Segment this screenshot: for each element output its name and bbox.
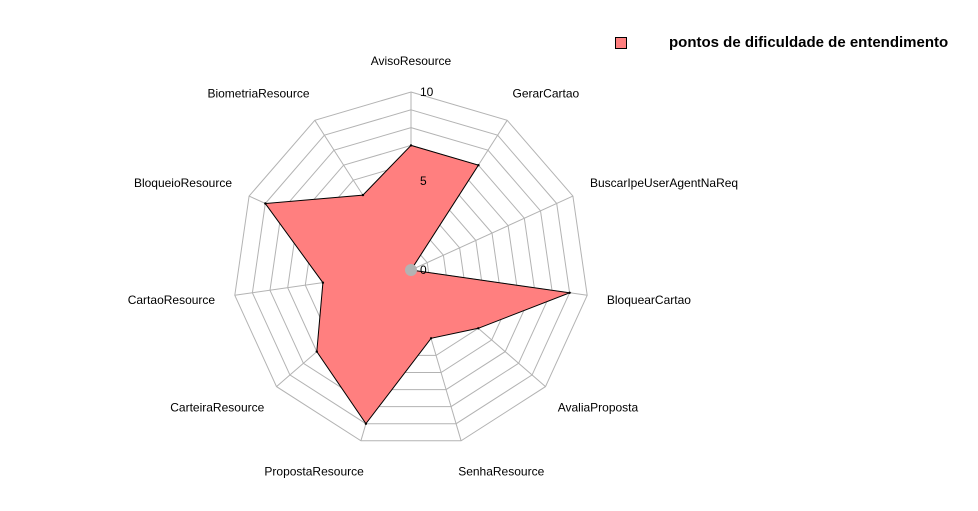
data-point-3	[568, 291, 571, 294]
data-point-7	[315, 350, 318, 353]
legend: pontos de dificuldade de entendimento	[615, 34, 948, 51]
category-label-10: BiometriaResource	[207, 86, 309, 100]
category-label-8: CartaoResource	[128, 293, 216, 307]
tick-label-0: 0	[420, 263, 427, 277]
grid-ring-10	[234, 91, 588, 442]
data-point-8	[321, 281, 325, 284]
data-point-4	[477, 327, 480, 330]
category-label-1: GerarCartao	[513, 86, 580, 100]
data-point-1	[477, 164, 480, 167]
category-label-0: AvisoResource	[371, 54, 452, 68]
category-label-3: BloquearCartao	[607, 293, 691, 307]
category-labels: AvisoResource GerarCartao BuscarIpeUserAge…	[128, 54, 738, 479]
category-label-4: AvaliaProposta	[558, 401, 639, 415]
grid-ring-8	[269, 127, 553, 408]
center-marker	[405, 264, 417, 276]
data-point-9	[264, 202, 267, 205]
legend-swatch	[615, 36, 627, 49]
data-point-10	[361, 193, 365, 197]
grid-ring-9	[251, 109, 571, 425]
category-label-5: SenhaResource	[458, 465, 544, 479]
data-point-0	[409, 144, 413, 147]
series-layer	[264, 144, 572, 425]
grid-spoke-2	[410, 195, 574, 271]
category-label-9: BloqueioResource	[134, 176, 232, 190]
data-point-5	[429, 337, 433, 340]
legend-label: pontos de dificuldade de entendimento	[669, 34, 949, 51]
tick-label-1: 5	[420, 174, 427, 188]
category-label-2: BuscarIpeUserAgentNaReq	[590, 176, 738, 190]
series-polygon	[264, 144, 572, 425]
tick-labels: 0 5 10	[420, 85, 434, 277]
tick-label-2: 10	[420, 85, 434, 99]
data-point-6	[364, 422, 368, 425]
category-label-6: PropostaResource	[264, 465, 364, 479]
category-label-7: CarteiraResource	[170, 401, 264, 415]
